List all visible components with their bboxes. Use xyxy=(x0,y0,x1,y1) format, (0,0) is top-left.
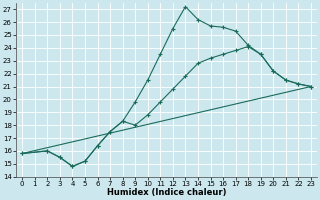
X-axis label: Humidex (Indice chaleur): Humidex (Indice chaleur) xyxy=(107,188,226,197)
